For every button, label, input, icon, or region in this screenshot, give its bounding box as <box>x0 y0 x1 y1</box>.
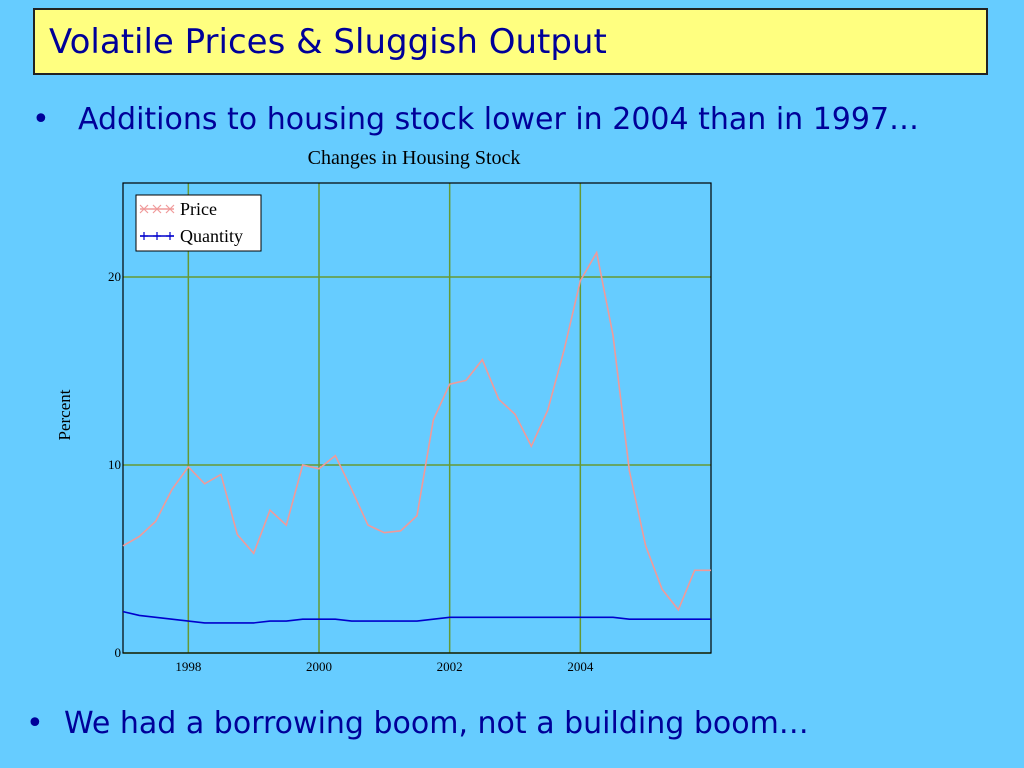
line-series <box>122 250 711 612</box>
y-axis-label: Percent <box>55 389 74 440</box>
y-tick-label: 10 <box>108 457 121 472</box>
legend-marker <box>166 232 174 240</box>
y-tick-label: 0 <box>115 645 122 660</box>
slide-title: Volatile Prices & Sluggish Output <box>49 22 607 62</box>
bullet-marker: • <box>32 102 50 137</box>
legend-marker <box>139 204 149 214</box>
x-tick-label: 2002 <box>437 659 463 674</box>
legend-marker <box>152 204 162 214</box>
line-series <box>122 610 711 624</box>
bullet-text: Additions to housing stock lower in 2004… <box>78 102 920 137</box>
legend-marker <box>153 232 161 240</box>
legend-label: Price <box>180 199 217 219</box>
y-tick-label: 20 <box>108 269 121 284</box>
plot-frame <box>122 182 712 654</box>
bullet-text: We had a borrowing boom, not a building … <box>64 706 809 741</box>
x-tick-label: 2004 <box>567 659 594 674</box>
bullet-marker: • <box>26 706 44 741</box>
legend-marker <box>165 204 175 214</box>
chart-title: Changes in Housing Stock <box>308 147 521 169</box>
title-box: Volatile Prices & Sluggish Output <box>33 8 988 75</box>
x-tick-label: 1998 <box>175 659 201 674</box>
legend-label: Quantity <box>180 226 243 246</box>
legend-marker <box>140 232 148 240</box>
x-tick-label: 2000 <box>306 659 332 674</box>
legend-box <box>135 194 262 252</box>
